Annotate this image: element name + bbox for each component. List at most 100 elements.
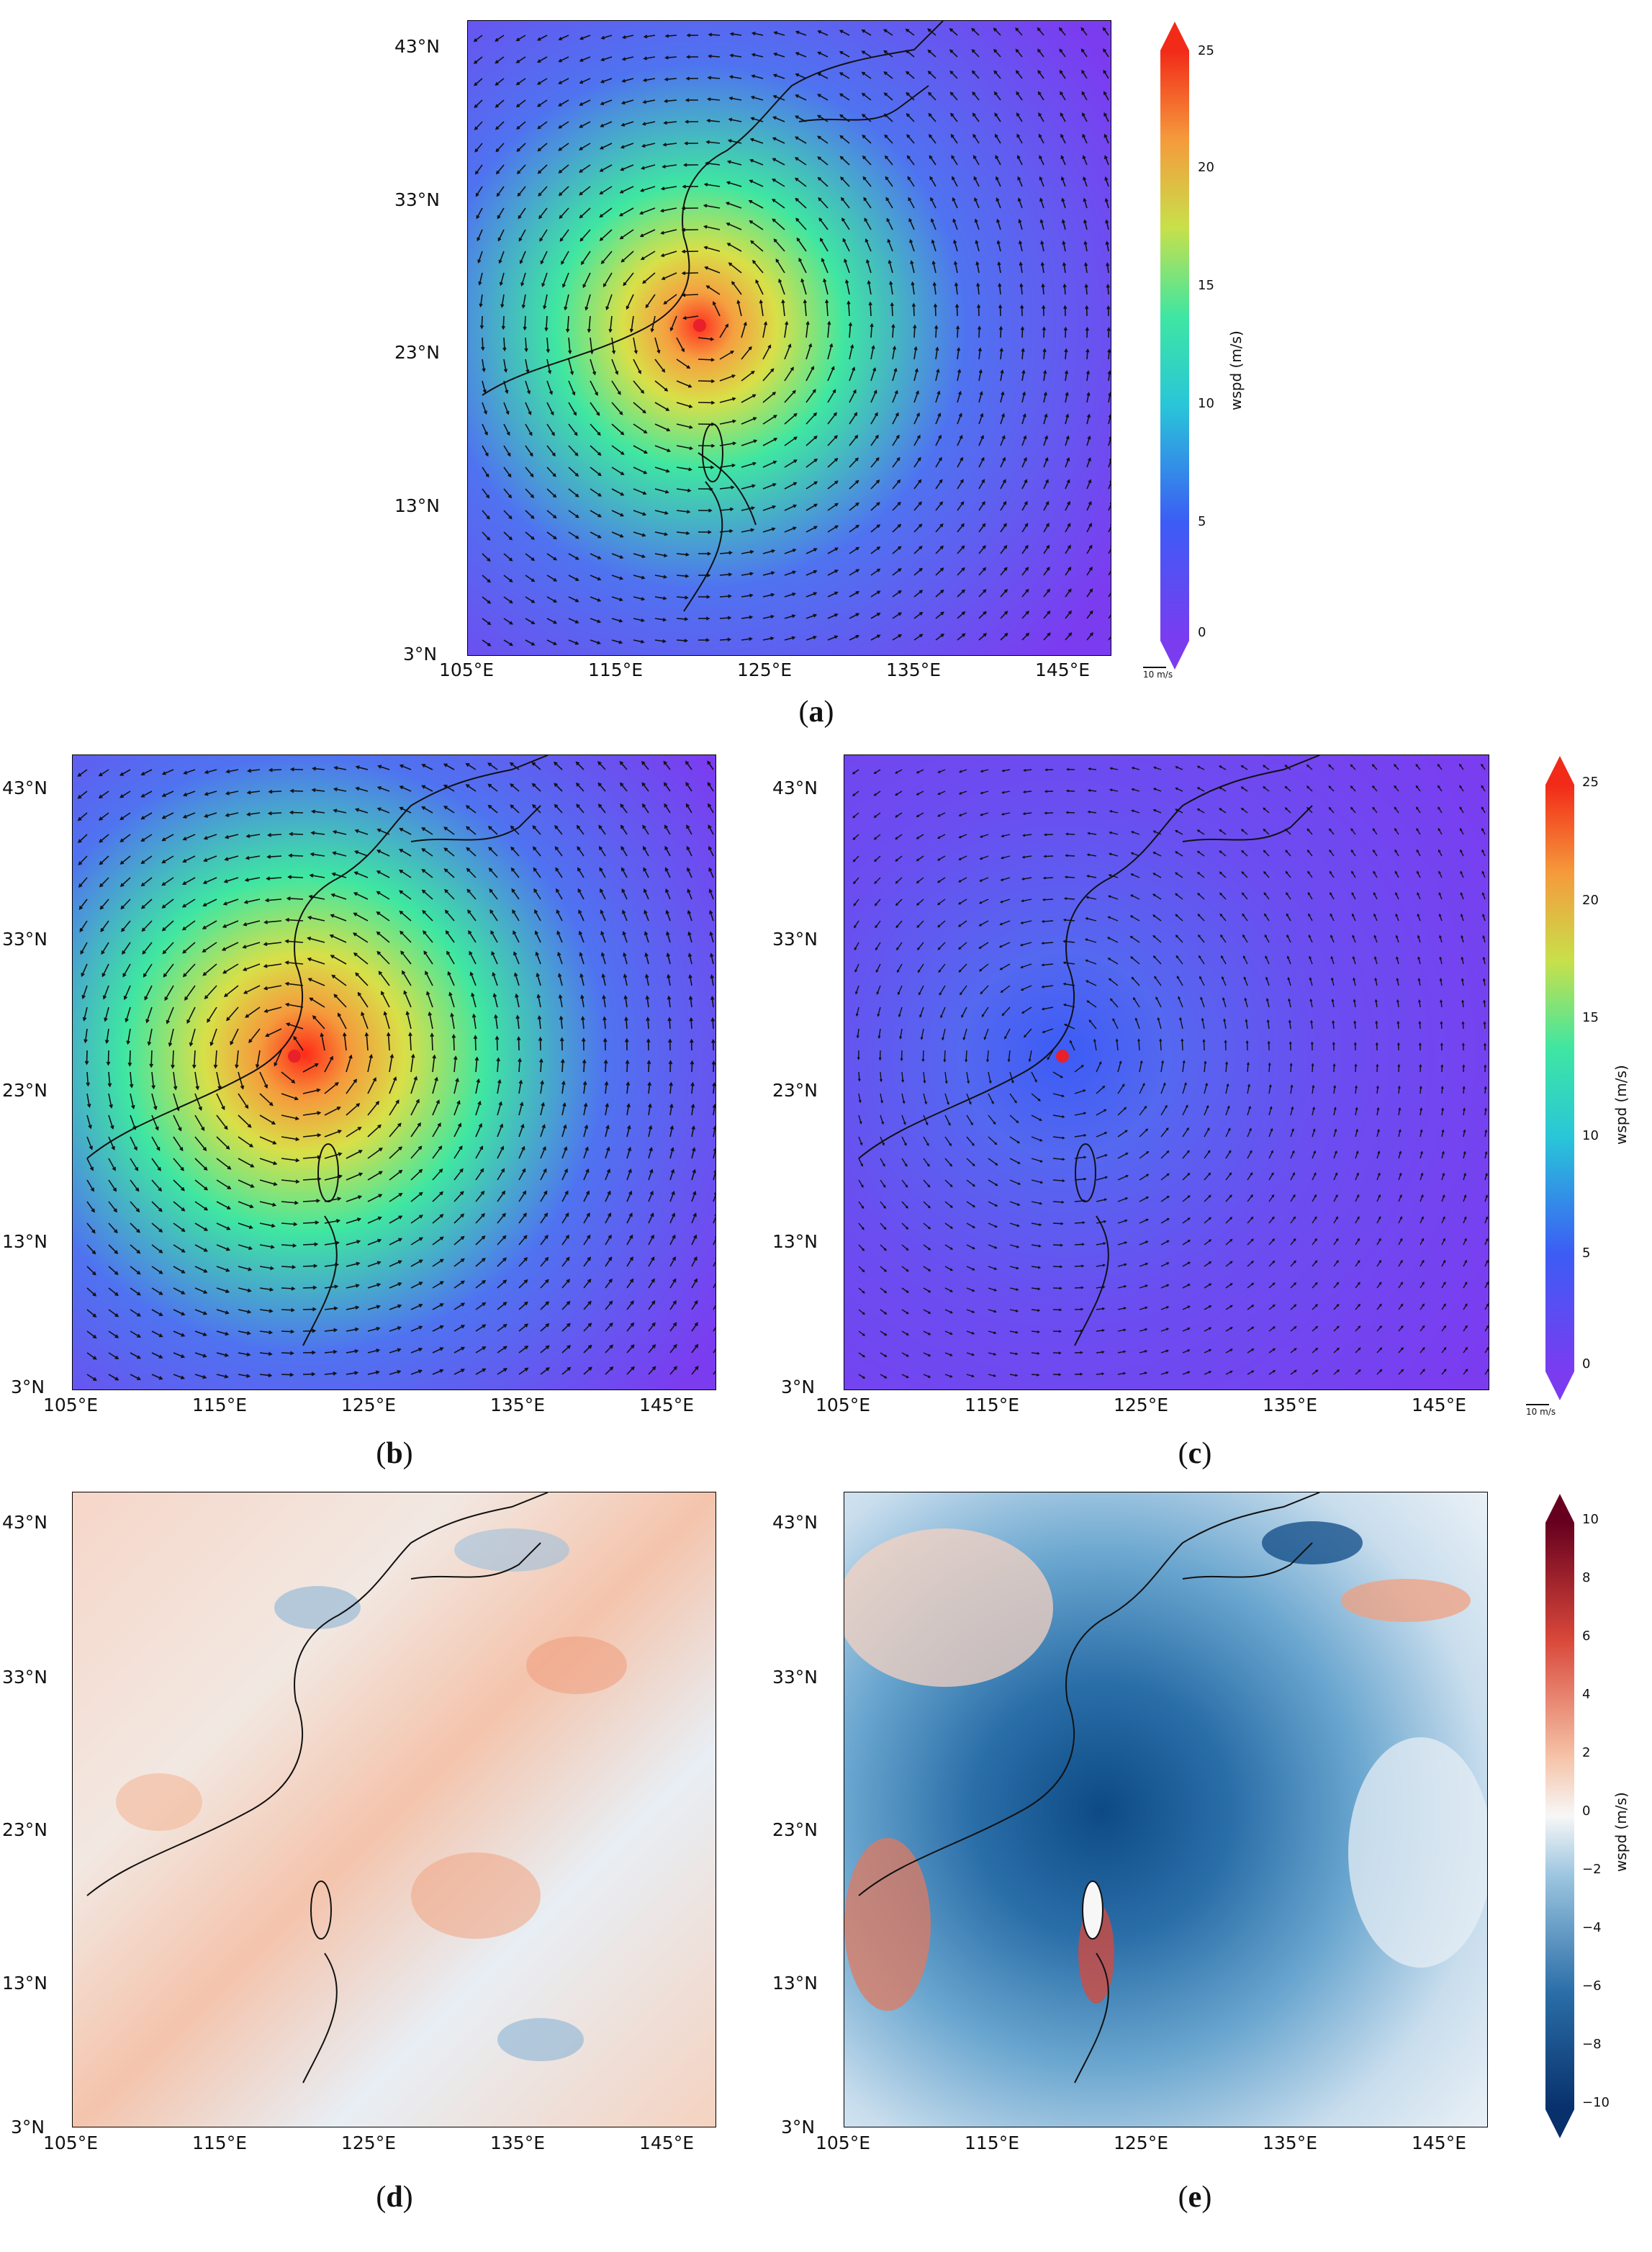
wind-arrow (884, 50, 893, 58)
wind-arrowhead (958, 857, 962, 860)
wind-arrowhead (1197, 914, 1201, 916)
wind-arrowhead (1082, 112, 1085, 117)
wind-arrow (312, 767, 325, 770)
wind-arrow (666, 932, 671, 943)
wind-arrowhead (1286, 892, 1288, 896)
wind-arrow (482, 380, 486, 393)
wind-arrowhead (186, 1019, 191, 1024)
wind-arrowhead (1011, 1080, 1014, 1084)
wind-arrowhead (686, 824, 690, 829)
wind-arrowhead (665, 909, 669, 914)
wind-arrowhead (543, 305, 547, 310)
wind-arrow (1008, 1050, 1011, 1062)
wind-arrowhead (580, 261, 584, 266)
wind-arrowhead (289, 1372, 294, 1377)
wind-arrow (913, 347, 917, 360)
wind-arrowhead (609, 1322, 613, 1327)
wind-arrow (355, 973, 369, 986)
wind-arrow (644, 910, 649, 922)
wind-arrow (1460, 871, 1464, 878)
wind-arrowhead (129, 1084, 134, 1089)
wind-arrowhead (422, 909, 426, 914)
wind-arrow (988, 1222, 997, 1228)
wind-arrowhead (1241, 871, 1245, 875)
wind-arrow (475, 1102, 481, 1116)
wind-arrowhead (852, 389, 857, 394)
wind-arrowhead (137, 1376, 141, 1380)
wind-arrow (130, 1071, 132, 1088)
wind-arrowhead (1438, 849, 1441, 852)
wind-arrowhead (574, 432, 578, 436)
wind-arrow (691, 1126, 695, 1138)
wind-arrow (503, 531, 513, 540)
wind-arrowhead (434, 1076, 438, 1081)
wind-arrow (944, 1266, 953, 1271)
wind-arrow (108, 1136, 115, 1150)
wind-arrowhead (1394, 785, 1397, 788)
wind-arrowhead (710, 422, 716, 426)
wind-arrowhead (770, 368, 775, 372)
wind-arrowhead (135, 1187, 140, 1192)
wind-arrowhead (456, 1100, 461, 1105)
wind-arrowhead (575, 514, 579, 518)
wind-arrowhead (630, 1278, 634, 1283)
wind-arrow (120, 855, 131, 865)
wind-arrow (400, 785, 412, 792)
wind-arrow (308, 916, 325, 922)
wind-arrowhead (1373, 891, 1376, 896)
wind-arrow (422, 827, 433, 835)
wind-arrowhead (1062, 1158, 1065, 1161)
wind-arrow (561, 1257, 570, 1267)
wind-arrow (605, 1125, 609, 1138)
wind-arrowhead (556, 930, 561, 935)
wind-arrow (892, 568, 901, 576)
wind-arrow (901, 1071, 904, 1082)
wind-arrow (959, 812, 967, 816)
wind-arrow (669, 1148, 674, 1159)
wind-arrowhead (523, 1212, 527, 1217)
wind-arrow (858, 1136, 862, 1145)
wind-arrow (938, 791, 946, 795)
wind-arrowhead (353, 850, 359, 855)
wind-arrowhead (1022, 391, 1026, 396)
wind-arrowhead (708, 530, 712, 534)
wind-arrowhead (641, 122, 646, 126)
wind-arrowhead (246, 1330, 251, 1336)
wind-arrowhead (961, 1014, 964, 1018)
wind-arrow (1312, 1086, 1314, 1094)
wind-arrow (654, 575, 667, 578)
wind-arrow (410, 1146, 422, 1159)
wind-arrow (749, 180, 764, 187)
wind-arrow (645, 953, 649, 965)
wind-arrowhead (176, 1107, 180, 1112)
wind-arrowhead (1046, 544, 1050, 549)
wind-arrow (471, 993, 477, 1008)
wind-arrowhead (510, 804, 515, 809)
wind-arrow (259, 1201, 276, 1206)
wind-arrowhead (685, 120, 689, 124)
wind-arrowhead (1334, 1128, 1337, 1132)
wind-arrowhead (1351, 891, 1355, 896)
wind-arrow (666, 35, 677, 37)
wind-arrow (849, 457, 859, 468)
wind-arrow (901, 1244, 908, 1251)
wind-arrowhead (1199, 955, 1201, 958)
wind-arrowhead (1025, 632, 1030, 636)
wind-arrowhead (952, 197, 956, 202)
wind-arrowhead (503, 369, 508, 373)
wind-arrow (880, 1093, 883, 1103)
wind-arrow (151, 1374, 163, 1379)
wind-arrow (972, 71, 980, 79)
wind-arrow (1086, 545, 1093, 554)
wind-arrowhead (651, 1300, 656, 1305)
wind-arrowhead (1486, 1259, 1489, 1263)
wind-arrow (162, 898, 174, 909)
wind-arrow (858, 1222, 865, 1230)
wind-arrowhead (161, 904, 166, 909)
wind-arrow (346, 1173, 362, 1181)
wind-arrowhead (376, 891, 381, 895)
wind-arrowhead (1248, 1105, 1251, 1109)
wind-arrow (497, 1324, 507, 1332)
wind-arrow (1307, 871, 1313, 878)
wind-arrowhead (271, 1223, 276, 1228)
